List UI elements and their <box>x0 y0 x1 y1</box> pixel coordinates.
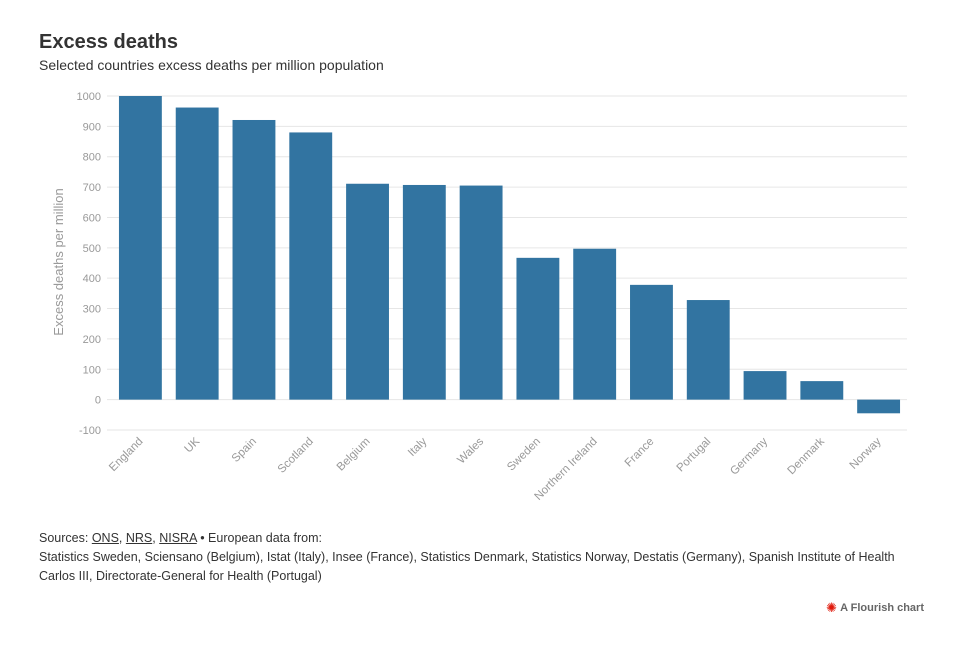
european-sources: Statistics Sweden, Sciensano (Belgium), … <box>39 550 895 583</box>
y-tick-label: 0 <box>95 395 101 407</box>
bar-sweden[interactable] <box>516 257 560 400</box>
sources-separator: , <box>118 531 126 545</box>
sources-prefix: Sources: <box>39 531 92 545</box>
x-tick-label: Norway <box>848 435 884 471</box>
sources-separator: , <box>152 531 160 545</box>
bars <box>118 96 901 414</box>
x-tick-label: Spain <box>230 436 259 465</box>
y-tick-label: -100 <box>79 425 101 437</box>
y-tick-label: 900 <box>83 121 101 133</box>
y-tick-label: 400 <box>83 273 101 285</box>
flourish-credit[interactable]: ✺ A Flourish chart <box>826 601 924 614</box>
x-tick-label: Wales <box>455 435 486 466</box>
x-axis-labels: England UK Spain Scotland Belgium Italy Wales S… <box>107 435 884 502</box>
chart-title: Excess deaths <box>39 31 178 53</box>
bar-france[interactable] <box>630 284 673 400</box>
bar-norway[interactable] <box>857 399 901 414</box>
y-axis-ticks: -100 0 100 200 300 400 500 600 700 800 900 1000 <box>77 91 101 437</box>
bar-uk[interactable] <box>175 107 219 400</box>
y-tick-label: 500 <box>83 243 101 255</box>
y-tick-label: 800 <box>83 152 101 164</box>
bar-portugal[interactable] <box>686 300 730 400</box>
bar-wales[interactable] <box>459 185 503 400</box>
x-tick-label: Germany <box>728 435 770 477</box>
y-tick-label: 100 <box>83 364 101 376</box>
bar-scotland[interactable] <box>289 132 333 400</box>
bar-england[interactable] <box>118 96 162 400</box>
x-tick-label: Portugal <box>675 436 714 475</box>
nrs-link[interactable]: NRS <box>125 531 153 545</box>
nisra-link[interactable]: NISRA <box>159 531 197 545</box>
x-tick-label: Northern Ireland <box>533 436 600 503</box>
y-axis-label: Excess deaths per million <box>51 188 66 335</box>
flourish-logo-icon: ✺ <box>826 600 838 615</box>
y-tick-label: 700 <box>83 182 101 194</box>
x-tick-label: Sweden <box>505 436 543 474</box>
bar-chart: -100 0 100 200 300 400 500 600 700 800 900 1000 Eng… <box>51 91 907 503</box>
chart-subtitle: Selected countries excess deaths per mil… <box>39 57 384 73</box>
sources-note: Sources: ONS, NRS, NISRA • European data… <box>39 529 919 586</box>
x-tick-label: UK <box>183 435 203 455</box>
x-tick-label: Scotland <box>276 436 316 476</box>
bar-germany[interactable] <box>743 371 787 400</box>
x-tick-label: Denmark <box>785 435 827 477</box>
bar-denmark[interactable] <box>800 381 844 400</box>
credit-text: A Flourish chart <box>840 601 924 614</box>
y-tick-label: 200 <box>83 334 101 346</box>
bar-belgium[interactable] <box>346 183 389 400</box>
bar-northern-ireland[interactable] <box>573 248 617 400</box>
gridlines <box>107 95 907 431</box>
european-intro: • European data from: <box>196 531 323 545</box>
y-tick-label: 1000 <box>77 91 101 103</box>
ons-link[interactable]: ONS <box>91 531 119 545</box>
x-tick-label: Italy <box>406 435 430 459</box>
y-tick-label: 600 <box>83 212 101 224</box>
bar-spain[interactable] <box>232 119 276 400</box>
x-tick-label: Belgium <box>335 436 373 474</box>
x-tick-label: France <box>623 436 657 470</box>
y-tick-label: 300 <box>83 304 101 316</box>
bar-italy[interactable] <box>402 184 446 400</box>
x-tick-label: England <box>107 436 145 474</box>
